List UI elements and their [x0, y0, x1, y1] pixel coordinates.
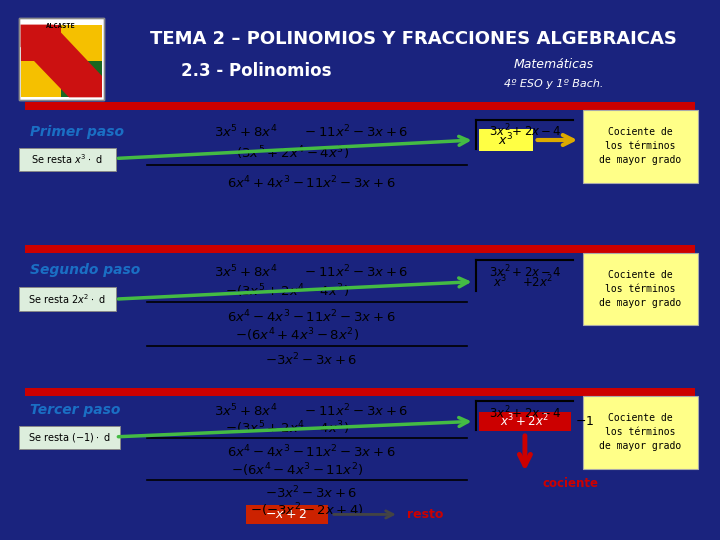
FancyBboxPatch shape [246, 505, 328, 524]
Text: $3x^2+2x-4$: $3x^2+2x-4$ [489, 404, 562, 421]
Text: $6x^4 - 4x^3 - 11x^2 - 3x + 6$: $6x^4 - 4x^3 - 11x^2 - 3x + 6$ [228, 444, 396, 461]
Text: $-(3x^5 + 2x^4 -4x^3)$: $-(3x^5 + 2x^4 -4x^3)$ [225, 419, 349, 437]
Text: $-(-3x^2 - 2x + 4)$: $-(-3x^2 - 2x + 4)$ [250, 502, 364, 519]
Text: Se resta $x^3\cdot$ d: Se resta $x^3\cdot$ d [32, 152, 103, 166]
Text: $-(6x^4 + 4x^3 - 8x^2)$: $-(6x^4 + 4x^3 - 8x^2)$ [235, 326, 359, 344]
FancyBboxPatch shape [61, 25, 102, 62]
FancyBboxPatch shape [19, 18, 104, 100]
FancyBboxPatch shape [25, 388, 695, 396]
Text: $-x + 2$: $-x + 2$ [266, 508, 307, 521]
Text: Cociente de
los términos
de mayor grado: Cociente de los términos de mayor grado [599, 270, 681, 308]
Text: $3x^2+2x-4$: $3x^2+2x-4$ [489, 264, 562, 280]
Text: $6x^4 + 4x^3 - 11x^2 - 3x + 6$: $6x^4 + 4x^3 - 11x^2 - 3x + 6$ [228, 174, 396, 191]
FancyBboxPatch shape [20, 25, 102, 97]
Text: ALCASTE: ALCASTE [46, 23, 76, 29]
Text: Cociente de
los términos
de mayor grado: Cociente de los términos de mayor grado [599, 414, 681, 451]
FancyBboxPatch shape [583, 396, 698, 469]
FancyBboxPatch shape [19, 148, 116, 171]
Text: Se resta $2x^2\cdot$ d: Se resta $2x^2\cdot$ d [28, 292, 106, 306]
FancyBboxPatch shape [25, 245, 695, 253]
Text: $-(6x^4 - 4x^3 - 11x^2)$: $-(6x^4 - 4x^3 - 11x^2)$ [230, 461, 363, 478]
Polygon shape [20, 25, 74, 97]
FancyBboxPatch shape [583, 110, 698, 183]
Text: Primer paso: Primer paso [30, 125, 125, 139]
Text: 4º ESO y 1º Bach.: 4º ESO y 1º Bach. [504, 79, 603, 89]
Polygon shape [20, 25, 102, 97]
Text: Tercer paso: Tercer paso [30, 403, 120, 417]
FancyBboxPatch shape [19, 287, 116, 310]
Text: $3x^5 + 8x^4 \qquad -11x^2 - 3x + 6$: $3x^5 + 8x^4 \qquad -11x^2 - 3x + 6$ [215, 124, 409, 140]
FancyBboxPatch shape [25, 102, 695, 110]
Text: 2.3 - Polinomios: 2.3 - Polinomios [181, 62, 331, 80]
Text: Matemáticas: Matemáticas [514, 58, 594, 71]
Text: cociente: cociente [542, 477, 598, 490]
Text: $-(3x^5 + 2x^4 -4x^3)$: $-(3x^5 + 2x^4 -4x^3)$ [225, 282, 349, 300]
FancyBboxPatch shape [20, 25, 61, 62]
Text: resto: resto [407, 508, 443, 521]
Text: $-1$: $-1$ [575, 415, 595, 428]
FancyBboxPatch shape [583, 253, 698, 325]
Text: $6x^4 - 4x^3 - 11x^2 - 3x + 6$: $6x^4 - 4x^3 - 11x^2 - 3x + 6$ [228, 308, 396, 325]
Text: $3x^5 + 8x^4 \qquad -11x^2 - 3x + 6$: $3x^5 + 8x^4 \qquad -11x^2 - 3x + 6$ [215, 264, 409, 280]
FancyBboxPatch shape [480, 130, 533, 151]
Text: TEMA 2 – POLINOMIOS Y FRACCIONES ALGEBRAICAS: TEMA 2 – POLINOMIOS Y FRACCIONES ALGEBRA… [150, 30, 677, 48]
FancyBboxPatch shape [61, 62, 102, 97]
Text: $+ 2x^2$: $+ 2x^2$ [522, 273, 553, 290]
FancyBboxPatch shape [19, 426, 120, 449]
Text: $x^3$: $x^3$ [498, 132, 513, 148]
Text: $3x^5 + 8x^4 \qquad -11x^2 - 3x + 6$: $3x^5 + 8x^4 \qquad -11x^2 - 3x + 6$ [215, 402, 409, 419]
Text: $-(3x^5 + 2x^4 -4x^3)$: $-(3x^5 + 2x^4 -4x^3)$ [225, 145, 349, 163]
FancyBboxPatch shape [20, 62, 61, 97]
Text: Cociente de
los términos
de mayor grado: Cociente de los términos de mayor grado [599, 127, 681, 165]
Text: $-3x^2 - 3x + 6$: $-3x^2 - 3x + 6$ [265, 485, 358, 502]
Text: $x^3 + 2x^2$: $x^3 + 2x^2$ [500, 413, 549, 430]
FancyBboxPatch shape [480, 411, 572, 431]
Text: Se resta $(-1)\cdot$ d: Se resta $(-1)\cdot$ d [28, 431, 111, 444]
Text: Segundo paso: Segundo paso [30, 263, 140, 277]
Text: $x^3$: $x^3$ [493, 273, 508, 290]
Text: $3x^2+2x-4$: $3x^2+2x-4$ [489, 123, 562, 139]
Text: $-3x^2 - 3x + 6$: $-3x^2 - 3x + 6$ [265, 352, 358, 368]
